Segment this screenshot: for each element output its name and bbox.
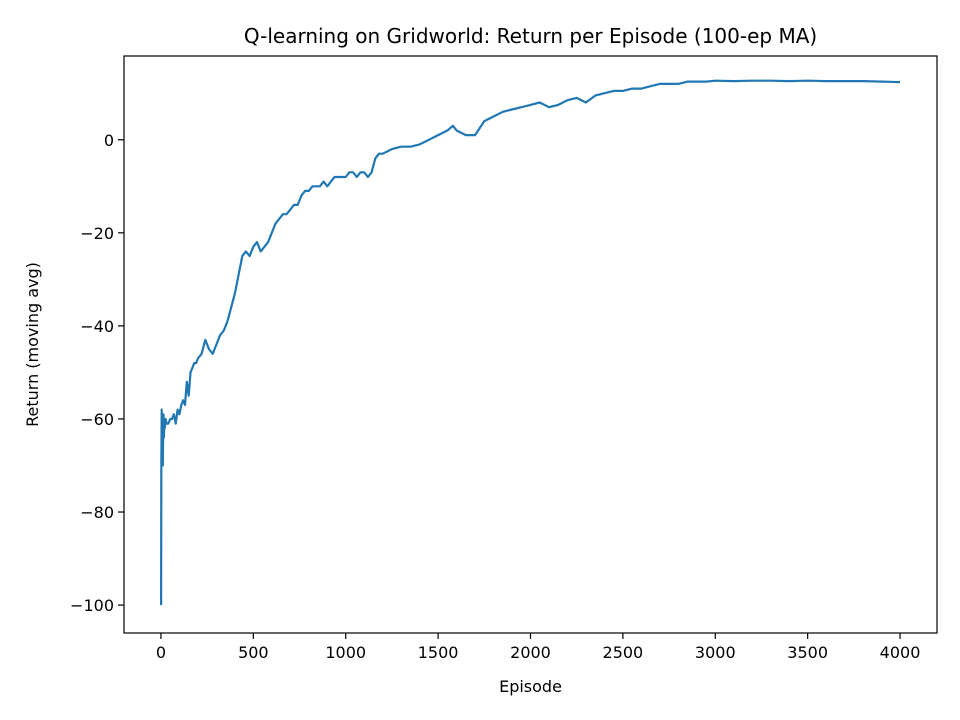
y-tick-label: −60	[80, 410, 114, 429]
y-tick-label: −80	[80, 503, 114, 522]
plot-frame	[123, 55, 938, 634]
y-tick-label: −20	[80, 224, 114, 243]
x-axis-label: Episode	[499, 677, 562, 696]
x-tick-label: 3000	[695, 643, 736, 662]
y-axis-ticks: −100 −80 −60 −40 −20 0	[70, 131, 124, 615]
y-axis-label: Return (moving avg)	[23, 262, 42, 427]
x-tick-label: 3500	[787, 643, 828, 662]
y-tick-label: 0	[104, 131, 114, 150]
x-axis-ticks: 0 500 1000 1500 2000 2500 3000 3500 4000	[156, 633, 921, 662]
x-tick-label: 500	[238, 643, 269, 662]
y-tick-label: −40	[80, 317, 114, 336]
x-tick-label: 1000	[325, 643, 366, 662]
series-group	[160, 79, 901, 606]
chart-title: Q-learning on Gridworld: Return per Epis…	[244, 24, 817, 48]
x-tick-label: 2000	[510, 643, 551, 662]
x-tick-label: 0	[156, 643, 166, 662]
series-line	[160, 79, 901, 606]
x-tick-label: 2500	[603, 643, 644, 662]
y-tick-label: −100	[70, 596, 114, 615]
x-tick-label: 4000	[880, 643, 921, 662]
x-tick-label: 1500	[418, 643, 459, 662]
